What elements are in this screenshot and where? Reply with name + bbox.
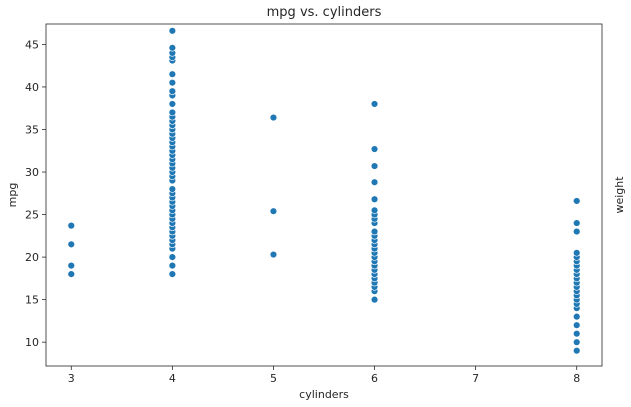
data-point [168,100,177,108]
plot-frame [45,23,603,367]
y-axis: 10 15 20 25 30 35 40 45 [25,38,46,349]
data-point [168,79,177,87]
x-tick-label: 6 [371,372,378,385]
data-point [67,261,75,270]
x-tick-label: 8 [573,372,580,385]
data-point [573,227,581,236]
data-point [168,87,177,95]
data-point [370,227,379,236]
data-point [168,108,177,117]
x-axis-label: cylinders [299,388,349,401]
data-point [573,219,581,227]
data-point [168,253,177,261]
y-tick-label: 15 [25,294,39,307]
y-tick-label: 35 [25,123,39,136]
data-point [370,206,379,215]
data-point [573,329,581,338]
data-point [269,207,278,215]
data-points [67,27,581,355]
data-point [370,195,379,203]
data-point [573,249,581,257]
data-point [67,240,75,249]
data-point [370,295,379,304]
y-tick-label: 25 [25,209,39,222]
y-axis-label: mpg [6,183,19,208]
data-point [168,261,177,270]
x-tick-label: 3 [68,372,75,385]
data-point [67,221,75,230]
y-tick-label: 30 [25,166,39,179]
data-point [67,270,75,278]
data-point [573,346,581,355]
data-point [370,178,379,186]
data-point [370,162,379,170]
y-tick-label: 45 [25,38,39,51]
data-point [269,250,278,259]
y-tick-label: 10 [25,336,39,349]
data-point [168,70,177,78]
x-axis: 3 4 5 6 7 8 [68,366,580,385]
data-point [168,270,177,278]
data-point [573,197,581,205]
data-point [573,338,581,346]
data-point [573,312,581,321]
data-point [370,145,379,153]
data-point [168,27,177,35]
data-point [269,113,278,122]
x-tick-label: 4 [169,372,176,385]
y-tick-label: 20 [25,251,39,264]
right-axis-label: weight [613,176,626,214]
chart-title: mpg vs. cylinders [267,5,382,20]
y-tick-label: 40 [25,81,39,94]
data-point [168,44,177,52]
x-tick-label: 5 [270,372,277,385]
data-point [370,100,379,108]
x-tick-label: 7 [472,372,479,385]
data-point [168,185,177,193]
data-point [573,321,581,329]
